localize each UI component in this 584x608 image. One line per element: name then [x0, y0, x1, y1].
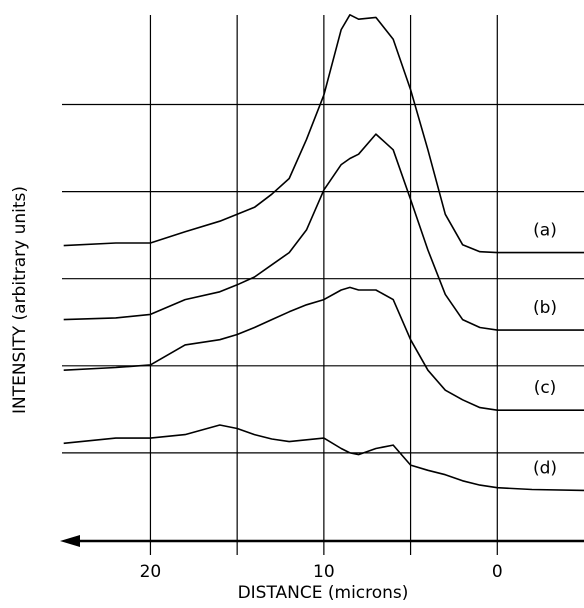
x-tick-label: 0: [492, 562, 503, 582]
data-line: [63, 133, 584, 331]
y-axis-title: INTENSITY (arbitrary units): [10, 186, 30, 414]
x-tick-label: 10: [313, 562, 335, 582]
series-label: (c): [534, 378, 557, 398]
data-line: [63, 14, 584, 254]
series-label: (b): [533, 298, 557, 318]
x-axis-title: DISTANCE (microns): [238, 583, 409, 603]
series-label: (d): [533, 458, 557, 478]
axis-arrow: [60, 535, 80, 547]
x-tick-label: 20: [140, 562, 162, 582]
series-label: (a): [533, 221, 557, 241]
data-line: [63, 424, 584, 492]
data-line: [63, 286, 584, 412]
